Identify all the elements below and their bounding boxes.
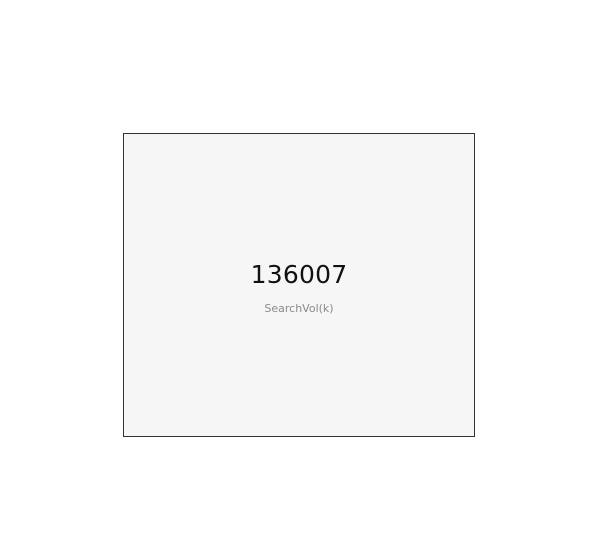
kpi-value: 136007 <box>250 260 348 289</box>
kpi-card: 136007 SearchVol(k) <box>123 133 475 437</box>
kpi-label: SearchVol(k) <box>264 302 334 315</box>
